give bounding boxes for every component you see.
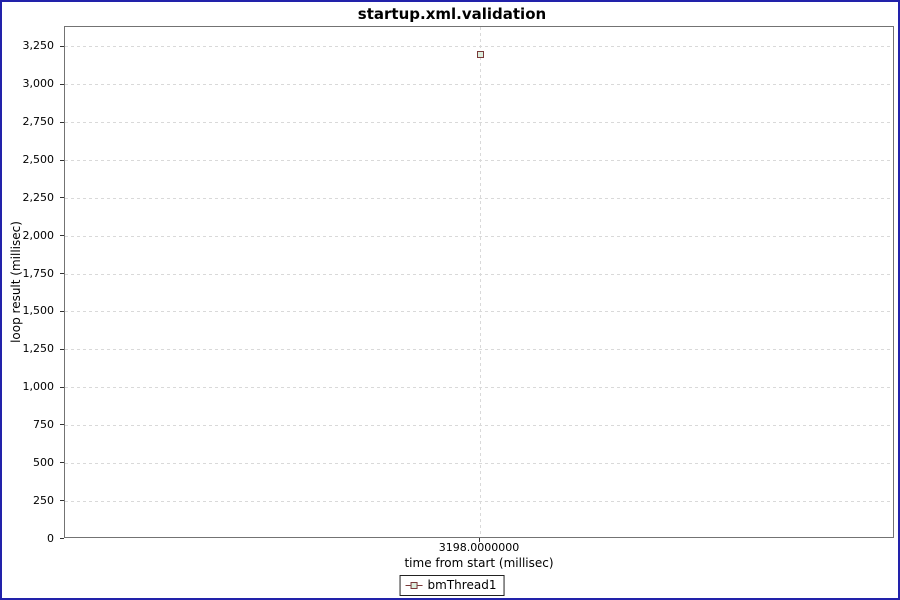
y-gridline: [65, 424, 893, 426]
y-tick-label: 2,750: [22, 115, 55, 129]
x-gridline: [479, 27, 481, 537]
y-tick-label: 2,500: [22, 153, 55, 167]
plot-area: [64, 26, 894, 538]
y-tick-mark: [60, 462, 64, 464]
y-tick-mark: [60, 500, 64, 502]
y-tick-mark: [60, 235, 64, 237]
y-tick-mark: [60, 538, 64, 539]
y-tick-mark: [60, 159, 64, 161]
y-gridline: [65, 84, 893, 86]
legend: bmThread1: [399, 575, 505, 596]
y-gridline: [65, 349, 893, 351]
y-gridline: [65, 273, 893, 275]
y-gridline: [65, 160, 893, 162]
y-tick-label: 1,500: [22, 304, 55, 318]
y-tick-label: 2,250: [22, 190, 55, 204]
series-square-icon: [410, 581, 418, 589]
x-axis-title: time from start (millisec): [404, 556, 554, 570]
legend-label: bmThread1: [427, 578, 497, 592]
y-gridline: [65, 235, 893, 237]
y-tick-label: 250: [33, 493, 54, 507]
data-point: [476, 51, 484, 59]
y-tick-mark: [60, 273, 64, 275]
y-gridline: [65, 500, 893, 502]
y-tick-label: 0: [47, 531, 54, 545]
y-tick-mark: [60, 121, 64, 123]
y-tick-label: 1,750: [22, 266, 55, 280]
y-gridline: [65, 462, 893, 464]
y-tick-label: 3,000: [22, 77, 55, 91]
y-tick-mark: [60, 197, 64, 199]
y-tick-label: 1,250: [22, 342, 55, 356]
y-gridline: [65, 311, 893, 313]
y-tick-label: 2,000: [22, 228, 55, 242]
y-tick-mark: [60, 348, 64, 350]
y-tick-label: 750: [33, 417, 54, 431]
y-gridline: [65, 46, 893, 48]
y-tick-label: 1,000: [22, 380, 55, 394]
y-tick-mark: [60, 424, 64, 426]
y-tick-mark: [60, 310, 64, 312]
series-square-marker-icon: [405, 581, 423, 589]
x-tick-label: 3198.0000000: [438, 541, 520, 554]
y-tick-label: 3,250: [22, 39, 55, 53]
y-gridline: [65, 122, 893, 124]
chart-title: startup.xml.validation: [357, 5, 547, 23]
y-tick-mark: [60, 45, 64, 47]
y-tick-mark: [60, 83, 64, 85]
y-tick-mark: [60, 386, 64, 388]
y-gridline: [65, 197, 893, 199]
x-axis-tick-mark: [479, 538, 480, 542]
y-tick-label: 500: [33, 455, 54, 469]
y-gridline: [65, 387, 893, 389]
